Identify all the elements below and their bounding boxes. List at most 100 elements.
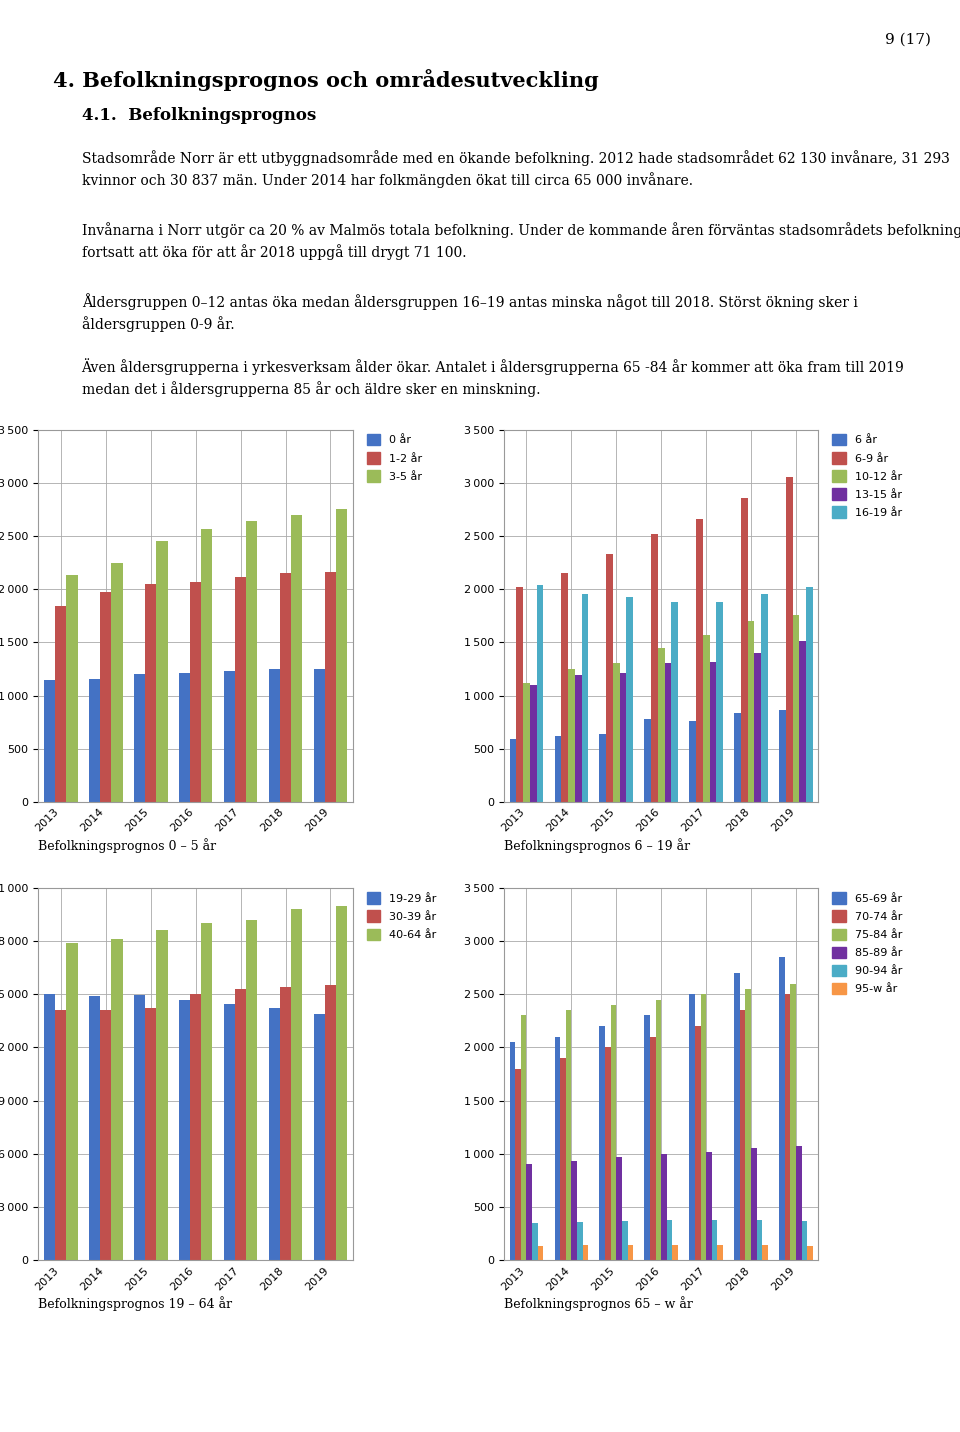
Bar (741, 498, 748, 802)
Bar (555, 736, 562, 802)
Bar (746, 990, 751, 1260)
Bar (806, 587, 813, 802)
Bar (269, 670, 280, 802)
Bar (667, 1220, 672, 1260)
Bar (709, 662, 716, 802)
Bar (755, 653, 761, 802)
Bar (734, 713, 741, 802)
Bar (575, 676, 582, 802)
Bar (280, 987, 291, 1260)
Bar (786, 477, 793, 802)
Text: Befolkningsprognos 6 – 19 år: Befolkningsprognos 6 – 19 år (504, 838, 690, 852)
Bar (582, 594, 588, 802)
Bar (555, 1037, 560, 1260)
Bar (145, 1008, 156, 1260)
Bar (560, 1058, 565, 1260)
Bar (671, 601, 678, 802)
Bar (620, 673, 627, 802)
Text: Befolkningsprognos 0 – 5 år: Befolkningsprognos 0 – 5 år (38, 838, 217, 852)
Bar (627, 597, 634, 802)
Bar (658, 647, 664, 802)
Bar (656, 1000, 661, 1260)
Bar (291, 514, 302, 802)
Bar (661, 1154, 667, 1260)
Bar (224, 672, 235, 802)
Bar (235, 577, 246, 802)
Bar (156, 931, 168, 1260)
Bar (510, 1042, 516, 1260)
Text: Invånarna i Norr utgör ca 20 % av Malmös totala befolkning. Under de kommande år: Invånarna i Norr utgör ca 20 % av Malmös… (82, 222, 960, 259)
Bar (793, 614, 800, 802)
Text: Befolkningsprognos 19 – 64 år: Befolkningsprognos 19 – 64 år (38, 1296, 232, 1310)
Bar (190, 583, 202, 802)
Bar (66, 576, 78, 802)
Bar (562, 573, 568, 802)
Bar (780, 957, 784, 1260)
Bar (802, 1221, 807, 1260)
Bar (324, 985, 336, 1260)
Bar (179, 673, 190, 802)
Bar (716, 601, 723, 802)
Bar (44, 994, 56, 1260)
Legend: 19-29 år, 30-39 år, 40-64 år: 19-29 år, 30-39 år, 40-64 år (362, 888, 441, 944)
Bar (246, 521, 257, 802)
Bar (179, 1001, 190, 1260)
Bar (565, 1010, 571, 1260)
Bar (740, 1010, 746, 1260)
Text: Även åldersgrupperna i yrkesverksam ålder ökar. Antalet i åldersgrupperna 65 -84: Även åldersgrupperna i yrkesverksam ålde… (82, 358, 904, 397)
Bar (280, 573, 291, 802)
Bar (606, 554, 612, 802)
Bar (748, 621, 755, 802)
Bar (780, 710, 786, 802)
Bar (190, 994, 202, 1260)
Bar (583, 1246, 588, 1260)
Bar (599, 1027, 605, 1260)
Legend: 0 år, 1-2 år, 3-5 år: 0 år, 1-2 år, 3-5 år (362, 430, 426, 485)
Bar (701, 994, 707, 1260)
Bar (526, 1164, 532, 1260)
Bar (664, 663, 671, 802)
Bar (156, 541, 168, 802)
Bar (734, 972, 740, 1260)
Bar (717, 1244, 723, 1260)
Bar (111, 939, 123, 1260)
Bar (756, 1220, 762, 1260)
Bar (537, 584, 543, 802)
Bar (532, 1223, 538, 1260)
Text: Befolkningsprognos 65 – w år: Befolkningsprognos 65 – w år (504, 1296, 693, 1310)
Bar (538, 1246, 543, 1260)
Bar (644, 719, 651, 802)
Text: Åldersgruppen 0–12 antas öka medan åldersgruppen 16–19 antas minska något till 2: Åldersgruppen 0–12 antas öka medan ålder… (82, 294, 857, 332)
Bar (568, 669, 575, 802)
Bar (796, 1147, 802, 1260)
Bar (44, 680, 56, 802)
Bar (523, 683, 530, 802)
Bar (100, 1010, 111, 1260)
Bar (235, 990, 246, 1260)
Bar (314, 1014, 324, 1260)
Bar (622, 1221, 628, 1260)
Bar (651, 534, 658, 802)
Text: 4. Befolkningsprognos och områdesutveckling: 4. Befolkningsprognos och områdesutveckl… (53, 69, 598, 90)
Bar (336, 905, 348, 1260)
Bar (689, 994, 695, 1260)
Bar (577, 1221, 583, 1260)
Bar (145, 584, 156, 802)
Bar (202, 924, 212, 1260)
Text: 4.1.  Befolkningsprognos: 4.1. Befolkningsprognos (82, 107, 316, 125)
Bar (224, 1004, 235, 1260)
Bar (133, 995, 145, 1260)
Bar (672, 1244, 678, 1260)
Bar (800, 642, 806, 802)
Bar (707, 1151, 711, 1260)
Bar (703, 634, 709, 802)
Bar (605, 1047, 611, 1260)
Bar (628, 1246, 634, 1260)
Bar (516, 1068, 521, 1260)
Bar (89, 679, 100, 802)
Bar (66, 942, 78, 1260)
Bar (689, 722, 696, 802)
Bar (650, 1037, 656, 1260)
Bar (246, 919, 257, 1260)
Bar (336, 510, 348, 802)
